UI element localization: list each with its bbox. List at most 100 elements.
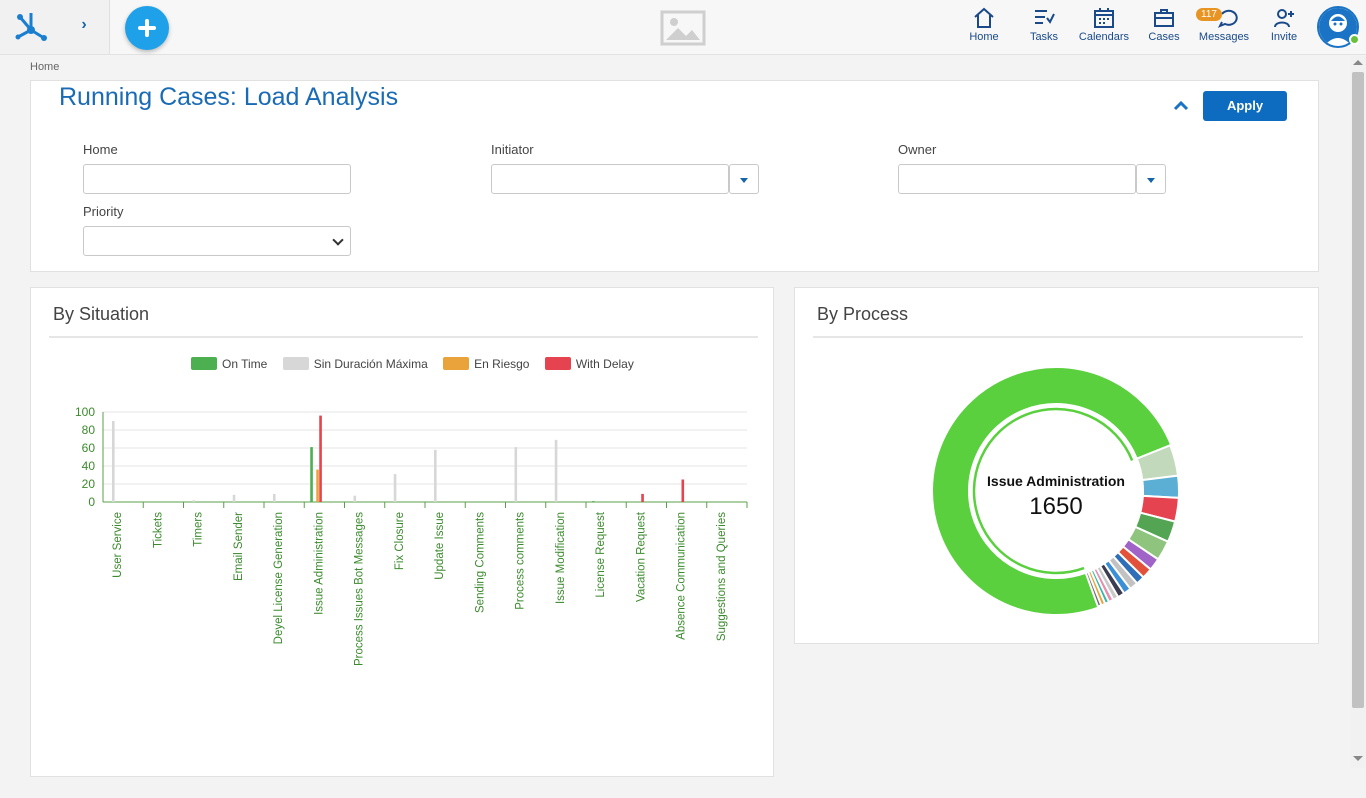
collapse-chevron-up-icon[interactable] xyxy=(1171,97,1191,113)
bar-sin-duraci-n-m-xima[interactable] xyxy=(393,474,397,502)
nav-messages[interactable]: Messages 117 xyxy=(1196,6,1252,50)
legend-on-time-swatch xyxy=(191,356,217,370)
bar-en-riesgo[interactable] xyxy=(316,469,319,502)
nav-home[interactable]: Home xyxy=(965,6,1003,50)
legend-on-time[interactable]: On Time xyxy=(191,356,268,371)
legend-en-riesgo-swatch xyxy=(443,356,470,370)
x-tick-label: Vacation Request xyxy=(635,511,647,602)
bar-sin-duraci-n-m-xima[interactable] xyxy=(112,421,115,502)
priority-select[interactable] xyxy=(83,226,351,256)
initiator-field-label: Initiator xyxy=(491,142,534,157)
x-tick-label: Absence Communication xyxy=(676,512,688,640)
nav-tasks-label: Tasks xyxy=(1029,31,1059,43)
x-tick-label: Process Issues Bot Messages xyxy=(354,512,366,666)
x-tick-label: Sending Comments xyxy=(474,512,486,613)
legend-sin-duracion-swatch xyxy=(282,356,309,370)
donut-center-value: 1650 xyxy=(1029,493,1082,520)
bar-with-delay[interactable] xyxy=(681,479,685,503)
x-tick-label: Timers xyxy=(193,512,205,547)
bar-sin-duraci-n-m-xima[interactable] xyxy=(273,493,276,502)
expand-menu-chevron-icon[interactable]: › xyxy=(81,16,87,33)
x-tick-label: Fix Closure xyxy=(394,512,406,570)
page-scrollbar-thumb[interactable] xyxy=(1352,72,1364,708)
x-tick-label: Suggestions and Queries xyxy=(716,512,728,641)
y-tick-label: 20 xyxy=(82,477,96,491)
bar-sin-duraci-n-m-xima[interactable] xyxy=(353,495,357,502)
owner-field-label: Owner xyxy=(898,142,937,157)
legend-with-delay-label: With Delay xyxy=(575,356,634,371)
by-process-title: By Process xyxy=(817,304,909,324)
x-tick-label: Issue Administration xyxy=(313,512,325,615)
donut-slice-highlighted[interactable] xyxy=(931,366,1173,616)
legend-with-delay-swatch xyxy=(544,356,571,370)
y-tick-label: 80 xyxy=(82,423,96,437)
donut-slice[interactable] xyxy=(1141,474,1180,499)
x-tick-label: Issue Modification xyxy=(555,512,567,604)
home-field-label: Home xyxy=(83,142,118,157)
donut-highlight-ring xyxy=(972,407,1134,575)
bar-sin-duraci-n-m-xima[interactable] xyxy=(192,500,196,502)
scroll-down-arrow-icon[interactable] xyxy=(1353,756,1363,761)
bar-sin-duraci-n-m-xima[interactable] xyxy=(514,447,518,502)
page-title: Running Cases: Load Analysis xyxy=(59,83,399,111)
y-tick-label: 0 xyxy=(88,495,95,509)
owner-dropdown-button[interactable] xyxy=(1136,164,1166,194)
nav-home-label: Home xyxy=(969,31,999,43)
bar-on-time[interactable] xyxy=(592,501,595,502)
nav-invite-label: Invite xyxy=(1270,31,1298,43)
by-situation-divider xyxy=(49,336,758,338)
scroll-up-arrow-icon[interactable] xyxy=(1353,60,1363,65)
add-new-button[interactable] xyxy=(125,6,169,50)
donut-slice[interactable] xyxy=(1084,570,1103,608)
filter-panel: Running Cases: Load Analysis Apply Home … xyxy=(30,80,1319,272)
nav-cases-label: Cases xyxy=(1148,31,1180,43)
legend-on-time-label: On Time xyxy=(222,356,268,371)
by-situation-card: By Situation On Time Sin Duración Máxima… xyxy=(30,287,774,777)
x-tick-label: Update Issue xyxy=(434,512,446,580)
legend-sin-duracion[interactable]: Sin Duración Máxima xyxy=(282,356,428,371)
x-tick-label: License Request xyxy=(595,511,607,597)
bar-sin-duraci-n-m-xima[interactable] xyxy=(554,439,558,502)
by-process-card: By Process Issue Administration 1650 xyxy=(794,287,1319,644)
bar-with-delay[interactable] xyxy=(319,415,322,502)
nav-messages-label: Messages xyxy=(1198,31,1250,43)
y-tick-label: 40 xyxy=(82,459,96,473)
legend-en-riesgo-label: En Riesgo xyxy=(474,356,530,371)
home-input[interactable] xyxy=(83,164,351,194)
tasks-icon xyxy=(1035,10,1055,24)
nav-invite[interactable]: Invite xyxy=(1268,6,1300,50)
initiator-dropdown-button[interactable] xyxy=(729,164,759,194)
y-tick-label: 60 xyxy=(82,441,96,455)
top-bar: › Home Tasks Calendars Cases Messages 11… xyxy=(0,0,1366,55)
bar-sin-duraci-n-m-xima[interactable] xyxy=(232,494,236,502)
owner-input[interactable] xyxy=(898,164,1136,194)
app-logo-icon[interactable] xyxy=(14,10,48,44)
bar-sin-duraci-n-m-xima[interactable] xyxy=(434,449,437,502)
x-tick-label: Email Sender xyxy=(233,512,245,581)
by-situation-title: By Situation xyxy=(53,304,150,324)
priority-field-label: Priority xyxy=(83,204,124,219)
x-tick-label: Deyel License Generation xyxy=(273,512,285,644)
invite-icon xyxy=(1274,9,1294,28)
legend-with-delay[interactable]: With Delay xyxy=(544,356,634,371)
legend-sin-duracion-label: Sin Duración Máxima xyxy=(313,356,428,371)
bar-on-time[interactable] xyxy=(310,447,313,502)
by-process-donut-chart: Issue Administration 1650 xyxy=(931,366,1180,616)
bar-with-delay[interactable] xyxy=(641,493,644,502)
apply-button[interactable]: Apply xyxy=(1203,91,1287,121)
by-process-divider xyxy=(813,336,1303,338)
nav-cases[interactable]: Cases xyxy=(1146,6,1182,50)
x-tick-label: Process comments xyxy=(515,512,527,610)
messages-icon xyxy=(1217,9,1238,28)
by-situation-bar-chart: 100 80 60 40 20 0 User Service Tickets Timers Ema… xyxy=(75,405,748,666)
nav-calendars-label: Calendars xyxy=(1078,31,1130,43)
home-icon xyxy=(974,7,994,28)
nav-tasks[interactable]: Tasks xyxy=(1027,6,1061,50)
breadcrumb[interactable]: Home xyxy=(30,61,60,73)
donut-center-label: Issue Administration xyxy=(987,473,1125,489)
legend-en-riesgo[interactable]: En Riesgo xyxy=(443,356,530,371)
initiator-input[interactable] xyxy=(491,164,729,194)
x-tick-label: Tickets xyxy=(152,512,164,548)
nav-calendars[interactable]: Calendars xyxy=(1077,6,1131,50)
online-status-dot xyxy=(1349,34,1360,45)
